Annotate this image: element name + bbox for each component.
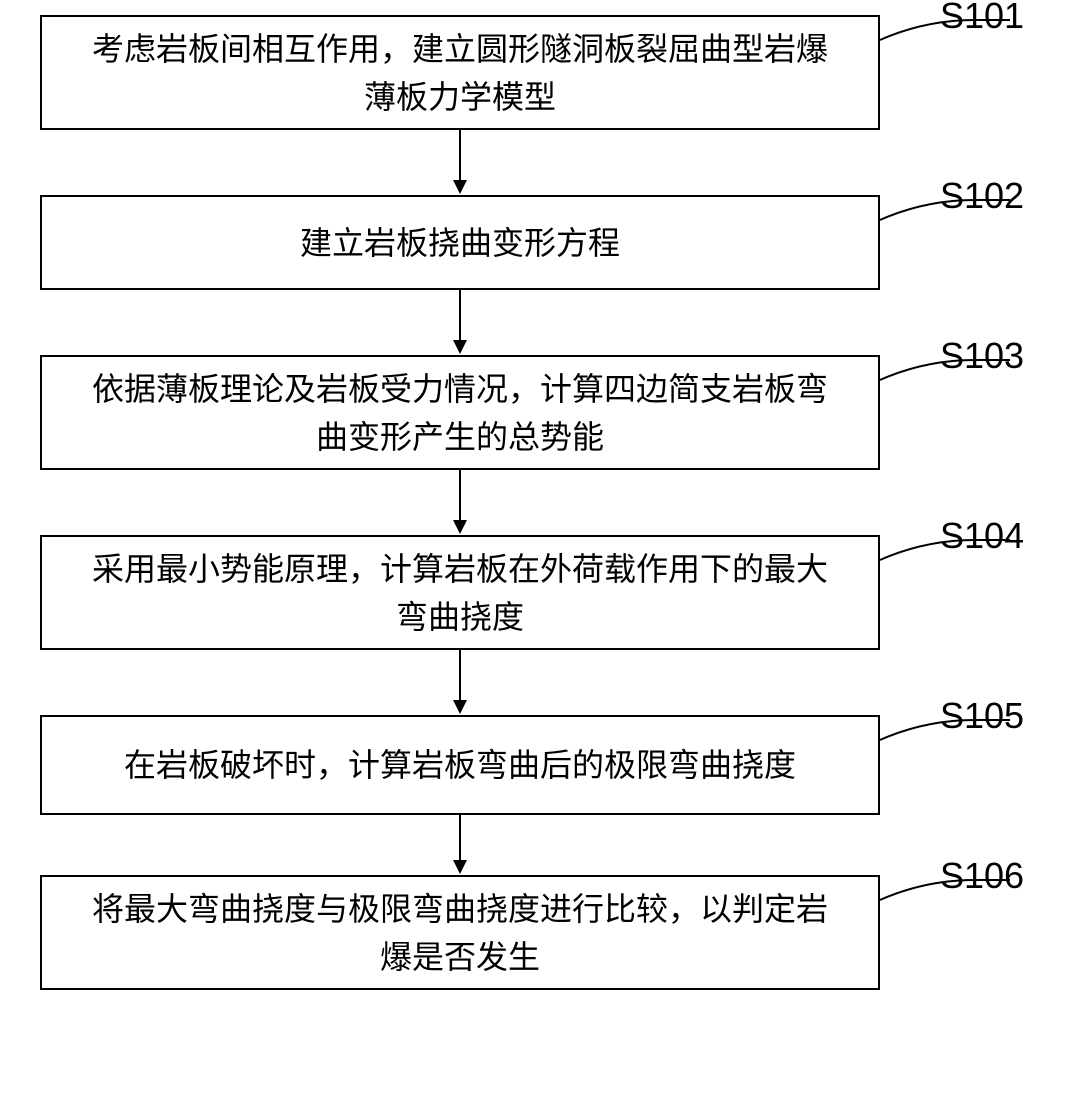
flowchart-step: 在岩板破坏时，计算岩板弯曲后的极限弯曲挠度 S105 — [40, 715, 1050, 815]
step-text: 采用最小势能原理，计算岩板在外荷载作用下的最大弯曲挠度 — [92, 545, 828, 641]
step-label: S104 — [940, 515, 1024, 557]
flowchart-container: 考虑岩板间相互作用，建立圆形隧洞板裂屈曲型岩爆薄板力学模型 S101 建立岩板挠… — [40, 15, 1050, 990]
step-text: 考虑岩板间相互作用，建立圆形隧洞板裂屈曲型岩爆薄板力学模型 — [92, 25, 828, 121]
step-label: S101 — [940, 0, 1024, 37]
step-box-s103: 依据薄板理论及岩板受力情况，计算四边简支岩板弯曲变形产生的总势能 — [40, 355, 880, 470]
flowchart-step: 考虑岩板间相互作用，建立圆形隧洞板裂屈曲型岩爆薄板力学模型 S101 — [40, 15, 1050, 130]
step-text: 在岩板破坏时，计算岩板弯曲后的极限弯曲挠度 — [124, 741, 796, 789]
step-label: S102 — [940, 175, 1024, 217]
step-box-s102: 建立岩板挠曲变形方程 — [40, 195, 880, 290]
down-arrow — [445, 290, 475, 355]
arrow-container — [40, 470, 880, 535]
step-text: 依据薄板理论及岩板受力情况，计算四边简支岩板弯曲变形产生的总势能 — [92, 365, 828, 461]
flowchart-step: 将最大弯曲挠度与极限弯曲挠度进行比较，以判定岩爆是否发生 S106 — [40, 875, 1050, 990]
step-box-s104: 采用最小势能原理，计算岩板在外荷载作用下的最大弯曲挠度 — [40, 535, 880, 650]
flowchart-step: 依据薄板理论及岩板受力情况，计算四边简支岩板弯曲变形产生的总势能 S103 — [40, 355, 1050, 470]
step-label: S105 — [940, 695, 1024, 737]
down-arrow — [445, 130, 475, 195]
arrow-container — [40, 130, 880, 195]
down-arrow — [445, 470, 475, 535]
down-arrow — [445, 815, 475, 875]
step-label: S103 — [940, 335, 1024, 377]
step-box-s105: 在岩板破坏时，计算岩板弯曲后的极限弯曲挠度 — [40, 715, 880, 815]
step-box-s101: 考虑岩板间相互作用，建立圆形隧洞板裂屈曲型岩爆薄板力学模型 — [40, 15, 880, 130]
arrow-container — [40, 650, 880, 715]
arrow-container — [40, 815, 880, 875]
step-text: 将最大弯曲挠度与极限弯曲挠度进行比较，以判定岩爆是否发生 — [92, 885, 828, 981]
step-box-s106: 将最大弯曲挠度与极限弯曲挠度进行比较，以判定岩爆是否发生 — [40, 875, 880, 990]
step-label: S106 — [940, 855, 1024, 897]
flowchart-step: 采用最小势能原理，计算岩板在外荷载作用下的最大弯曲挠度 S104 — [40, 535, 1050, 650]
down-arrow — [445, 650, 475, 715]
arrow-container — [40, 290, 880, 355]
flowchart-step: 建立岩板挠曲变形方程 S102 — [40, 195, 1050, 290]
step-text: 建立岩板挠曲变形方程 — [300, 219, 620, 267]
